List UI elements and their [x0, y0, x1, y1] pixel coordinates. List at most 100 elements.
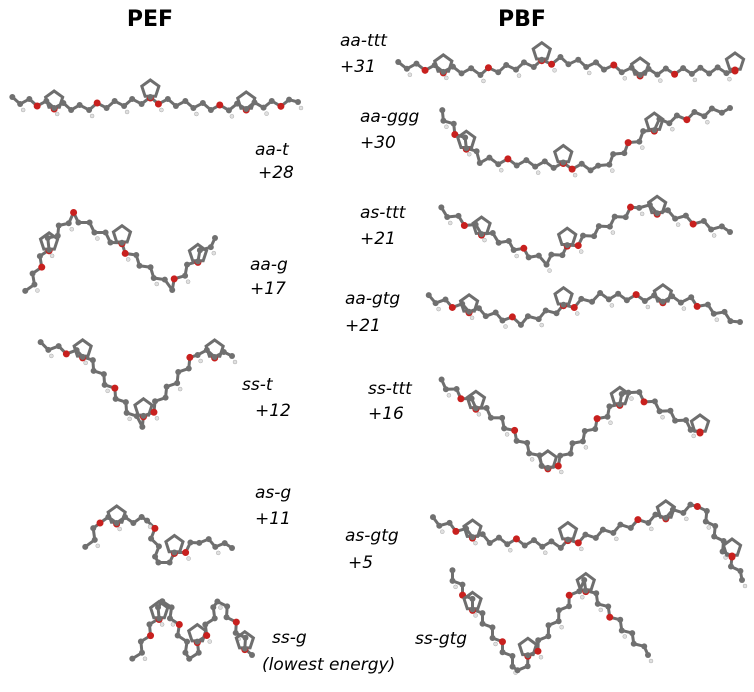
atom: [622, 634, 628, 639]
atom: [593, 59, 600, 66]
atom: [610, 529, 617, 536]
atom: [31, 281, 38, 288]
atom: [511, 426, 519, 434]
atom: [277, 102, 285, 110]
atom: [509, 652, 516, 659]
atom: [610, 168, 615, 173]
atom: [442, 296, 449, 303]
atom: [697, 64, 704, 71]
atom: [139, 423, 146, 430]
atom: [68, 106, 75, 113]
atom: [489, 230, 496, 237]
atom: [727, 563, 734, 570]
atom: [693, 302, 701, 310]
atom: [54, 111, 60, 117]
atom: [194, 351, 201, 358]
atom: [163, 383, 170, 390]
atom: [578, 295, 585, 302]
ring: [106, 504, 127, 524]
atom: [535, 252, 542, 259]
atom: [569, 440, 576, 447]
atom: [444, 124, 449, 130]
atom: [706, 70, 713, 77]
atom: [146, 621, 153, 628]
atom: [567, 450, 574, 457]
atom: [565, 591, 573, 599]
atom: [229, 545, 235, 551]
atom: [475, 305, 482, 312]
ring: [432, 53, 454, 73]
atom: [535, 637, 542, 644]
atom: [421, 66, 429, 74]
atom: [636, 204, 643, 211]
atom: [581, 427, 588, 434]
atom: [539, 543, 546, 550]
atom: [476, 159, 483, 166]
atom: [509, 663, 516, 670]
atom: [666, 120, 673, 127]
atom: [37, 339, 44, 346]
atom: [672, 215, 679, 222]
atom: [117, 526, 122, 532]
atom: [212, 235, 218, 241]
atom: [194, 258, 201, 265]
atom: [520, 244, 528, 252]
atom: [473, 540, 478, 546]
atom: [578, 160, 585, 167]
atom: [618, 627, 625, 634]
atom: [611, 213, 618, 220]
atom: [432, 300, 439, 307]
atom: [224, 603, 231, 610]
atom: [630, 640, 637, 647]
atom: [129, 96, 136, 103]
atom: [521, 542, 528, 549]
atom: [487, 414, 494, 421]
conformer-label: ss-ttt: [368, 379, 413, 399]
atom: [564, 242, 571, 249]
atom: [597, 290, 604, 297]
atom: [203, 632, 211, 640]
atom: [622, 214, 629, 221]
atom: [525, 254, 532, 261]
atom: [605, 296, 612, 303]
atom: [137, 638, 144, 645]
atom: [89, 113, 95, 119]
atom: [249, 652, 255, 658]
atom: [682, 212, 689, 219]
atom: [444, 75, 449, 81]
atom: [127, 416, 132, 422]
atom: [534, 647, 542, 655]
atom: [102, 229, 109, 236]
atom: [440, 68, 447, 75]
conformer-label: aa-ttt: [340, 31, 388, 51]
atom: [632, 291, 640, 299]
atom: [174, 632, 181, 639]
ring: [557, 520, 579, 541]
atom: [711, 233, 717, 238]
energy-label: +5: [348, 553, 373, 573]
atom: [574, 242, 582, 250]
atom: [446, 393, 452, 398]
atom: [692, 77, 698, 83]
atom: [737, 319, 743, 325]
atom: [79, 353, 86, 360]
atom: [207, 106, 214, 113]
atom: [463, 145, 470, 152]
conformer-label: ss-t: [242, 375, 274, 395]
energy-label: +12: [255, 401, 291, 421]
energy-label: +17: [250, 279, 286, 299]
energy-label: +11: [255, 509, 291, 529]
atom: [229, 114, 235, 119]
atom: [241, 645, 248, 652]
atom: [560, 159, 567, 166]
atom: [436, 522, 443, 529]
atom: [557, 54, 564, 61]
atom: [530, 63, 537, 70]
note-label: (lowest energy): [262, 655, 395, 675]
atom: [593, 415, 601, 423]
atom: [671, 70, 679, 78]
atom: [103, 104, 110, 111]
atom: [159, 622, 165, 627]
atom: [451, 130, 459, 138]
